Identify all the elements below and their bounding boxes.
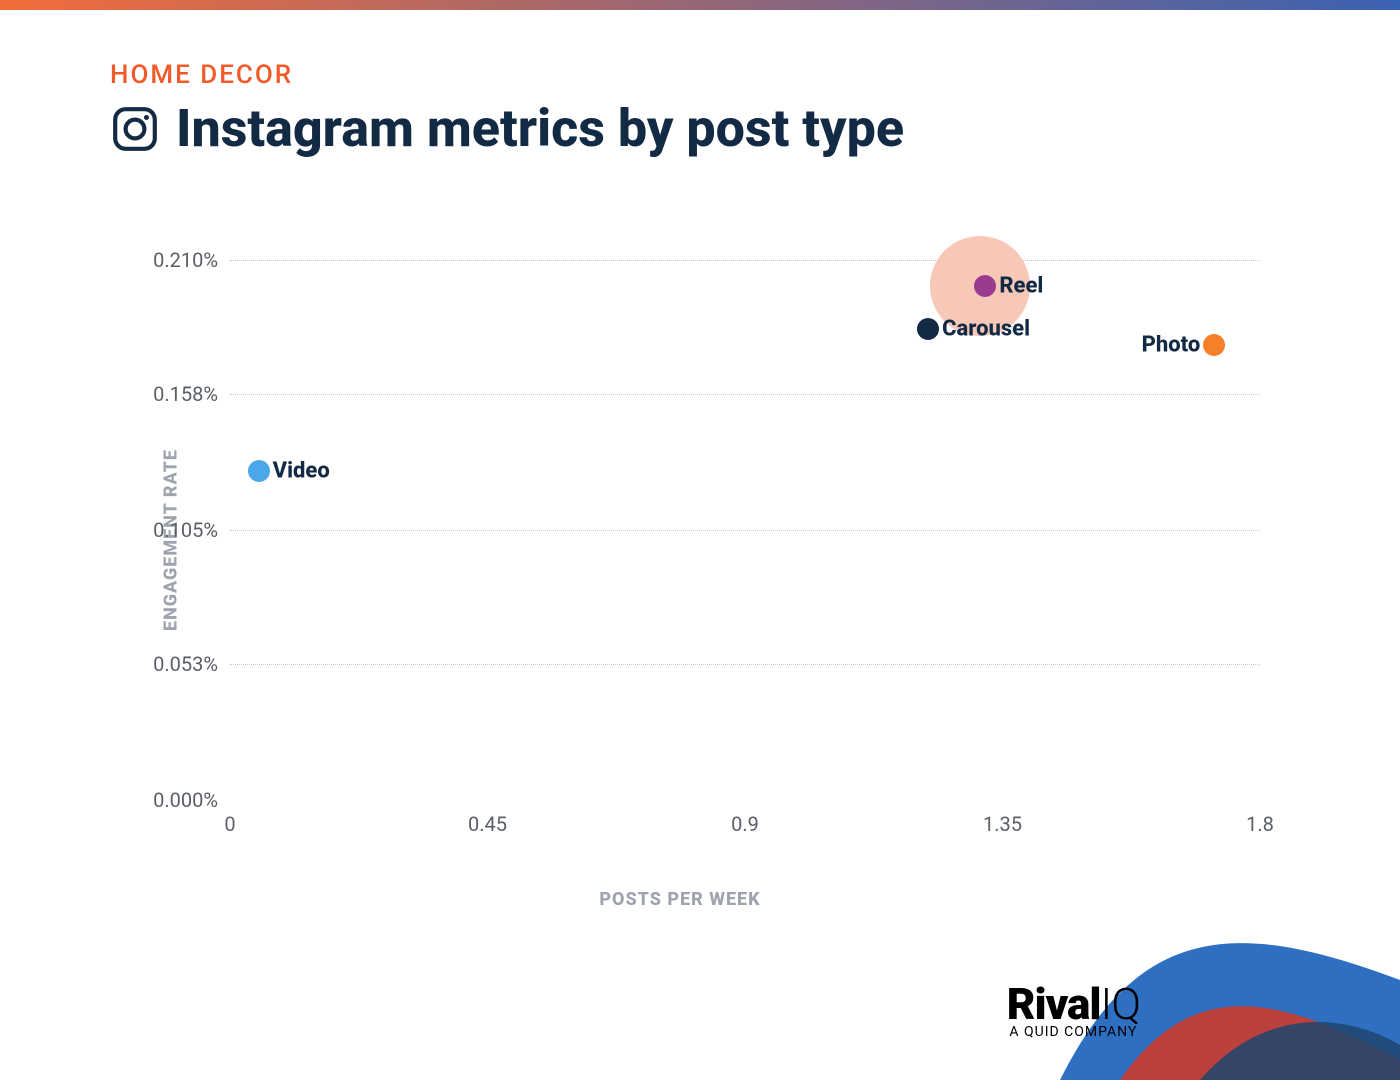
brand-name-light: IQ (1100, 978, 1140, 1030)
x-tick-label: 0 (224, 812, 235, 836)
brand-logo: RivalIQ A QUID COMPANY (1007, 978, 1140, 1040)
header: HOME DECOR Instagram metrics by post typ… (110, 60, 904, 159)
data-point-label: Carousel (942, 317, 1030, 342)
plot-area: 0.000%0.053%0.105%0.158%0.210%00.450.91.… (230, 260, 1260, 800)
y-tick-label: 0.158% (153, 382, 218, 406)
y-gridline (230, 260, 1260, 261)
x-tick-label: 0.45 (468, 812, 507, 836)
wave-red (1120, 1006, 1400, 1080)
brand-name-bold: Rival (1007, 978, 1101, 1030)
data-point (1203, 334, 1225, 356)
y-tick-label: 0.053% (153, 652, 218, 676)
wave-navy (1200, 1022, 1400, 1080)
x-axis-title: POSTS PER WEEK (599, 889, 760, 910)
brand-tagline: A QUID COMPANY (1007, 1024, 1140, 1040)
x-tick-label: 0.9 (731, 812, 759, 836)
instagram-icon (110, 104, 160, 154)
brand-name: RivalIQ (1007, 978, 1140, 1030)
data-point-label: Photo (1142, 332, 1201, 357)
data-point-label: Video (273, 458, 330, 483)
y-tick-label: 0.105% (153, 518, 218, 542)
data-point (248, 460, 270, 482)
y-tick-label: 0.210% (153, 248, 218, 272)
data-point (974, 275, 996, 297)
y-gridline (230, 530, 1260, 531)
chart: ENGAGEMENT RATE 0.000%0.053%0.105%0.158%… (90, 220, 1270, 860)
y-gridline (230, 664, 1260, 665)
x-tick-label: 1.35 (983, 812, 1022, 836)
page-title: Instagram metrics by post type (176, 98, 904, 159)
x-tick-label: 1.8 (1246, 812, 1274, 836)
category-label: HOME DECOR (110, 60, 904, 90)
data-point-label: Reel (999, 273, 1043, 298)
top-gradient-bar (0, 0, 1400, 10)
footer-waves (1000, 860, 1400, 1080)
y-tick-label: 0.000% (153, 788, 218, 812)
y-gridline (230, 394, 1260, 395)
title-row: Instagram metrics by post type (110, 98, 904, 159)
data-point (917, 318, 939, 340)
